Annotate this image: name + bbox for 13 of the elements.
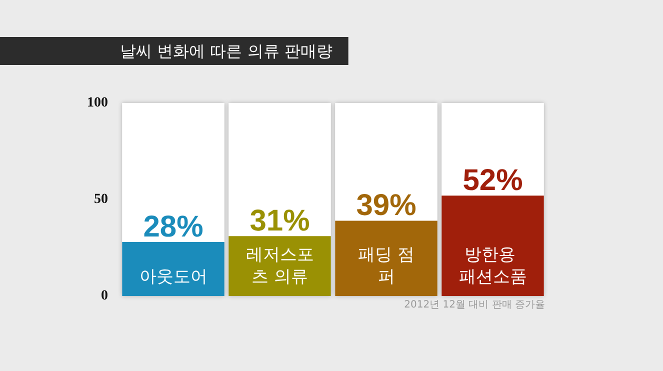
data-label: 28% bbox=[143, 210, 204, 244]
y-tick-label: 50 bbox=[94, 192, 108, 207]
y-tick-label: 0 bbox=[101, 288, 108, 304]
data-label: 31% bbox=[250, 204, 310, 238]
chart-title: 날씨 변화에 따른 의류 판매량 bbox=[120, 42, 332, 60]
x-tick-label: 패딩 점퍼 bbox=[358, 245, 414, 287]
x-tick-label: 레저스포츠 의류 bbox=[246, 245, 314, 287]
data-label: 52% bbox=[462, 164, 523, 198]
x-tick-label: 아웃도어 bbox=[139, 267, 208, 287]
x-tick-label: 방한용 패션소품 bbox=[458, 245, 527, 287]
y-tick-label: 100 bbox=[87, 96, 108, 110]
text: 2012년 12월 대비 판매 증가율 bbox=[404, 300, 545, 310]
data-label: 39% bbox=[356, 189, 416, 222]
